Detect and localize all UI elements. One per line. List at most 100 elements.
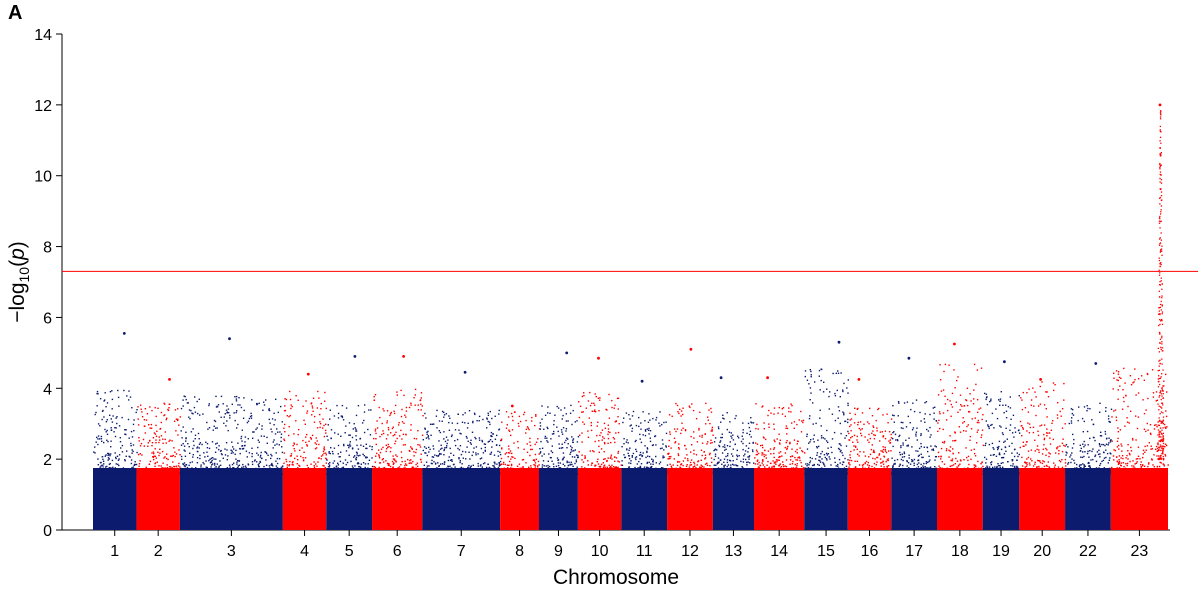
chromosome-4-points bbox=[283, 390, 328, 475]
x-tick-label-chr-18: 18 bbox=[951, 543, 969, 560]
chromosome-3-max-point bbox=[228, 337, 231, 341]
chromosome-7-points bbox=[422, 409, 502, 475]
y-axis-label-close: ) bbox=[6, 241, 29, 248]
chromosome-11-points bbox=[621, 410, 669, 475]
chromosome-10-points bbox=[578, 391, 622, 475]
chromosome-11-band bbox=[621, 468, 668, 530]
y-axis-label-var: p bbox=[6, 248, 29, 261]
chromosome-22-max-point bbox=[1094, 362, 1098, 365]
chromosome-10-band bbox=[577, 468, 622, 530]
chromosome-23-band bbox=[1110, 468, 1168, 530]
chromosome-15-band bbox=[804, 468, 848, 530]
x-axis-label: Chromosome bbox=[553, 566, 679, 589]
x-tick-label-chr-10: 10 bbox=[591, 543, 609, 560]
y-tick-label: 4 bbox=[43, 381, 52, 398]
y-axis-label-prefix: −log bbox=[6, 282, 29, 322]
chromosome-14-max-point bbox=[766, 376, 769, 380]
x-tick-label-chr-11: 11 bbox=[636, 543, 653, 560]
x-tick-label-chr-12: 12 bbox=[681, 543, 699, 560]
chromosome-1-points bbox=[93, 389, 138, 475]
y-tick-label: 12 bbox=[34, 98, 52, 115]
chromosome-2-band bbox=[136, 468, 180, 530]
chromosome-9-points bbox=[539, 404, 580, 475]
chromosome-5-band bbox=[326, 468, 373, 530]
x-tick-label-chr-14: 14 bbox=[770, 543, 788, 560]
chromosome-12-band bbox=[667, 468, 713, 530]
chromosome-20-points bbox=[1019, 381, 1067, 475]
chromosome-8-band bbox=[500, 468, 540, 530]
chromosome-1-band bbox=[93, 468, 137, 530]
chromosome-20-max-point bbox=[1039, 378, 1042, 381]
x-tick-label-chr-4: 4 bbox=[300, 543, 309, 560]
chromosome-16-band bbox=[847, 468, 892, 530]
x-tick-label-chr-3: 3 bbox=[227, 543, 236, 560]
x-tick-label-chr-7: 7 bbox=[457, 543, 466, 560]
x-tick-label-chr-16: 16 bbox=[861, 543, 879, 560]
x-tick-label-chr-8: 8 bbox=[515, 543, 524, 560]
y-axis-label-open: ( bbox=[6, 260, 29, 267]
chromosome-4-band bbox=[282, 468, 327, 530]
chromosome-19-max-point bbox=[1003, 360, 1006, 364]
chromosome-7-band bbox=[422, 468, 501, 530]
x-tick-label-chr-20: 20 bbox=[1033, 543, 1051, 560]
chromosome-15-points bbox=[804, 368, 849, 475]
x-tick-label-chr-6: 6 bbox=[393, 543, 402, 560]
chromosome-18-points bbox=[937, 363, 985, 475]
chromosome-9-band bbox=[539, 468, 578, 530]
chromosome-22-band bbox=[1065, 468, 1111, 530]
chromosome-10-max-point bbox=[597, 356, 600, 360]
chromosome-6-band bbox=[372, 468, 423, 530]
x-tick-label-chr-23: 23 bbox=[1131, 543, 1149, 560]
y-axis-label-subscript: 10 bbox=[16, 267, 32, 283]
panel-label: A bbox=[8, 2, 23, 24]
x-tick-label-chr-13: 13 bbox=[725, 543, 743, 560]
chromosome-7-max-point bbox=[463, 370, 467, 374]
x-tick-label-chr-9: 9 bbox=[554, 543, 563, 560]
chromosome-6-max-point bbox=[402, 355, 405, 358]
y-ticks: 0 2 4 6 8 10 12 14 bbox=[34, 27, 62, 540]
y-tick-label: 14 bbox=[34, 27, 52, 44]
chromosome-4-max-point bbox=[306, 372, 310, 376]
chromosome-17-points bbox=[891, 399, 939, 475]
chromosome-2-max-point bbox=[168, 378, 171, 381]
x-tick-label-chr-17: 17 bbox=[905, 543, 923, 560]
chromosome-3-points bbox=[180, 395, 284, 475]
chromosome-15-max-point bbox=[837, 340, 841, 344]
chromosome-1-max-point bbox=[122, 332, 126, 335]
chromosome-13-band bbox=[712, 468, 755, 530]
chromosome-23-max-point bbox=[1158, 103, 1162, 107]
chromosome-20-band bbox=[1019, 468, 1066, 530]
chromosome-3-band bbox=[179, 468, 283, 530]
x-tick-label-chr-15: 15 bbox=[817, 543, 835, 560]
chromosome-16-max-point bbox=[857, 378, 861, 381]
chromosome-17-band bbox=[891, 468, 937, 530]
y-tick-label: 6 bbox=[43, 310, 52, 327]
peak-points bbox=[122, 103, 1165, 461]
chromosome-19-band bbox=[982, 468, 1020, 530]
chromosome-12-points bbox=[667, 402, 714, 475]
y-axis-label: −log10(p) bbox=[6, 241, 32, 323]
y-tick-label: 2 bbox=[43, 452, 52, 469]
chromosome-14-band bbox=[754, 468, 805, 530]
chromosome-2-points bbox=[136, 402, 182, 475]
chromosome-22-points bbox=[1065, 402, 1113, 475]
chromosome-5-max-point bbox=[353, 355, 357, 358]
data-points bbox=[93, 363, 1169, 530]
y-tick-label: 10 bbox=[34, 169, 52, 186]
x-tick-label-chr-2: 2 bbox=[154, 543, 163, 560]
chromosome-14-points bbox=[754, 403, 806, 475]
x-tick-label-chr-22: 22 bbox=[1079, 543, 1097, 560]
chromosome-13-points bbox=[713, 412, 756, 475]
chromosome-16-points bbox=[848, 407, 893, 475]
chromosome-8-points bbox=[500, 411, 541, 475]
chromosome-12-max-point bbox=[689, 347, 693, 351]
chromosome-8-max-point bbox=[510, 404, 514, 408]
x-tick-label-chr-1: 1 bbox=[110, 543, 119, 560]
chromosome-5-points bbox=[326, 404, 374, 475]
chromosome-19-points bbox=[983, 391, 1021, 475]
chromosome-6-points bbox=[372, 388, 424, 475]
x-tick-label-chr-19: 19 bbox=[992, 543, 1010, 560]
y-tick-label: 0 bbox=[43, 523, 52, 540]
x-tick-label-chr-5: 5 bbox=[345, 543, 354, 560]
